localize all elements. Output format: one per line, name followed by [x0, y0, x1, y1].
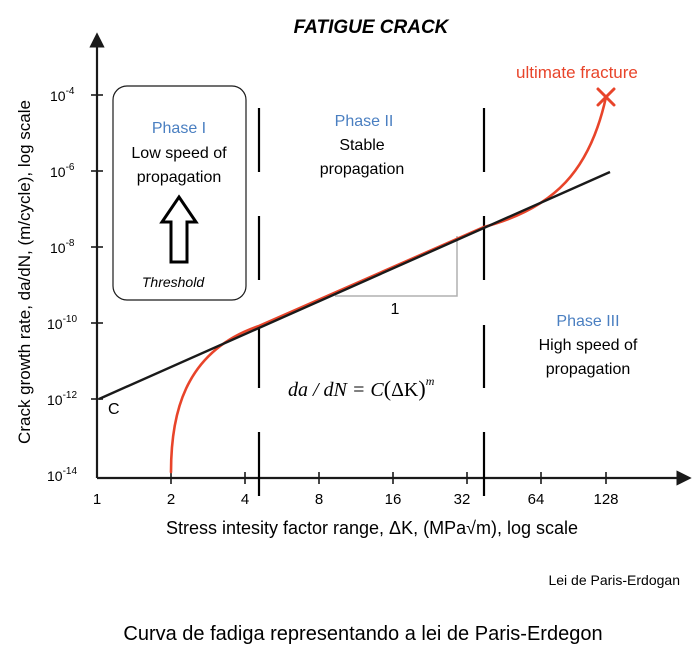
ultimate-fracture-label: ultimate fracture — [516, 63, 638, 82]
fatigue-curve — [169, 95, 608, 474]
x-tick-label: 4 — [241, 491, 249, 508]
caption-small: Lei de Paris-Erdogan — [548, 572, 680, 588]
y-tick-label: 10-6 — [50, 162, 75, 180]
phase-1-desc-line1: Low speed of — [131, 145, 227, 162]
phase-2-title: Phase II — [335, 113, 394, 130]
phase-1-desc-line2: propagation — [137, 169, 222, 186]
x-tick-label: 2 — [167, 491, 175, 508]
x-tick-label: 128 — [593, 491, 618, 508]
y-tick-label: 10-12 — [47, 390, 77, 408]
threshold-arrow-icon — [159, 194, 199, 264]
slope-triangle — [335, 236, 458, 297]
phase-3-title: Phase III — [556, 313, 619, 330]
phase-1-box — [112, 85, 247, 301]
paris-equation: da / dN = C(ΔK)m — [288, 374, 435, 401]
y-tick-label: 10-4 — [50, 86, 75, 104]
x-ticks — [170, 472, 607, 484]
paris-law-line — [98, 170, 611, 401]
y-tick-label: 10-8 — [50, 238, 75, 256]
fracture-x-icon — [596, 87, 616, 107]
diagram-title: FATIGUE CRACK — [294, 17, 450, 38]
phase-2-desc-line2: propagation — [320, 161, 405, 178]
caption-main: Curva de fadiga representando a lei de P… — [123, 623, 602, 645]
phase-1-title: Phase I — [152, 120, 206, 137]
y-tick-label: 10-10 — [47, 314, 77, 332]
x-tick-label: 32 — [454, 491, 471, 508]
phase-3-desc-line2: propagation — [546, 361, 631, 378]
x-tick-label: 16 — [385, 491, 402, 508]
threshold-label: Threshold — [142, 274, 205, 290]
y-tick-label: 10-14 — [47, 466, 77, 484]
phase-2-desc-line1: Stable — [339, 137, 384, 154]
c-label: C — [108, 401, 120, 418]
y-axis-label: Crack growth rate, da/dN, (m/cycle), log… — [15, 100, 34, 444]
x-tick-label: 8 — [315, 491, 323, 508]
x-tick-label: 64 — [528, 491, 545, 508]
slope-label: 1 — [391, 301, 400, 318]
phase-3-desc-line1: High speed of — [539, 337, 638, 354]
x-tick-label: 1 — [93, 491, 101, 508]
x-axis-label: Stress intesity factor range, ΔK, (MPa√m… — [166, 518, 578, 538]
